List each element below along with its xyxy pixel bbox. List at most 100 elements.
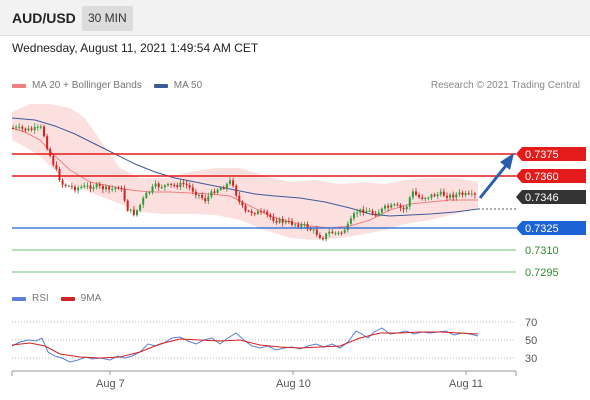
level-tag-0.7325: 0.7325: [516, 221, 586, 235]
level-label-0.7295: 0.7295: [525, 267, 559, 279]
candle-body: [64, 184, 67, 186]
candle-body: [216, 189, 219, 193]
candle-body: [145, 192, 148, 198]
candle-body: [470, 193, 473, 195]
candle-body: [247, 210, 250, 212]
candle-body: [325, 233, 328, 240]
copyright-text: Research © 2021 Trading Central: [430, 80, 580, 91]
candle-body: [353, 213, 355, 219]
x-label-aug11: Aug 11: [449, 378, 483, 390]
candle-body: [232, 180, 235, 186]
candle-body: [157, 183, 160, 188]
candle-body: [436, 194, 439, 197]
candle-body: [294, 224, 297, 226]
legend-ma50-label: MA 50: [173, 80, 203, 91]
x-label-aug7: Aug 7: [96, 378, 125, 390]
rsi-legend: RSI 9MA: [12, 293, 113, 304]
candle-body: [442, 191, 445, 196]
candle-body: [198, 194, 200, 196]
legend-rsi-ma-label: 9MA: [80, 293, 102, 304]
candle-body: [374, 213, 377, 216]
candle-body: [427, 197, 430, 199]
candle-body: [439, 191, 442, 195]
legend-ma50: MA 50: [153, 80, 203, 91]
candle-body: [222, 187, 225, 189]
candle-body: [467, 193, 470, 195]
candle-body: [101, 185, 104, 190]
timeframe-button[interactable]: 30 MIN: [82, 6, 133, 31]
candle-body: [278, 218, 281, 223]
ma20-line: [11, 127, 478, 229]
candle-body: [393, 204, 396, 206]
candle-body: [132, 209, 135, 215]
candle-body: [322, 238, 324, 240]
candle-body: [111, 188, 114, 190]
candle-body: [61, 180, 64, 185]
candle-body: [163, 185, 166, 188]
candle-body: [346, 223, 349, 231]
candle-body: [421, 197, 424, 199]
rsi-tick-70: 70: [525, 317, 537, 329]
candle-body: [173, 184, 176, 186]
candle-body: [160, 187, 163, 189]
candle-body: [27, 128, 30, 131]
candle-body: [356, 212, 359, 214]
candle-body: [430, 194, 433, 198]
candle-body: [33, 127, 36, 131]
candle-body: [309, 228, 312, 230]
candle-body: [18, 126, 21, 128]
candle-body: [449, 194, 452, 198]
legend-rsi-label: RSI: [32, 293, 49, 304]
candle-body: [281, 218, 284, 223]
candle-body: [43, 126, 45, 137]
candle-body: [210, 191, 213, 197]
candle-body: [455, 194, 458, 198]
level-label-0.7360: 0.7360: [525, 171, 559, 183]
candle-body: [74, 186, 76, 191]
candle-body: [359, 209, 362, 213]
candle-body: [142, 197, 145, 205]
candle-body: [343, 230, 346, 233]
candle-body: [334, 232, 337, 234]
candle-body: [365, 210, 368, 213]
candle-body: [424, 198, 427, 200]
candle-body: [402, 207, 405, 210]
candle-body: [349, 218, 352, 224]
candle-body: [303, 224, 306, 225]
candle-body: [238, 195, 241, 202]
candle-body: [464, 193, 467, 195]
candle-body: [312, 229, 315, 231]
candle-body: [396, 204, 399, 206]
ma50-line: [11, 117, 479, 217]
candle-body: [77, 187, 80, 191]
candle-body: [408, 197, 411, 207]
candle-body: [266, 211, 269, 215]
candle-body: [46, 136, 49, 150]
candle-body: [433, 194, 436, 197]
candle-body: [291, 221, 293, 225]
candle-body: [89, 185, 92, 189]
candle-body: [126, 200, 129, 211]
level-tag-0.7375: 0.7375: [516, 147, 586, 161]
candle-body: [306, 224, 309, 229]
candle-body: [371, 210, 374, 214]
candle-body: [98, 184, 101, 186]
candle-body: [337, 232, 340, 234]
rsi-tick-50: 50: [525, 335, 537, 347]
candle-body: [207, 196, 210, 201]
candle-body: [331, 231, 334, 233]
forecast-arrow-icon: [500, 153, 514, 170]
candle-body: [377, 212, 380, 216]
candle-body: [49, 149, 52, 156]
candle-body: [136, 210, 138, 216]
legend-ma20-label: MA 20 + Bollinger Bands: [32, 80, 142, 91]
candlestick-series: [12, 123, 476, 242]
candle-body: [15, 127, 18, 129]
candle-body: [297, 224, 300, 227]
candle-body: [151, 186, 154, 193]
candle-body: [176, 185, 179, 187]
ma50-swatch-icon: [153, 83, 168, 88]
candle-body: [83, 185, 86, 188]
candle-body: [139, 204, 142, 211]
